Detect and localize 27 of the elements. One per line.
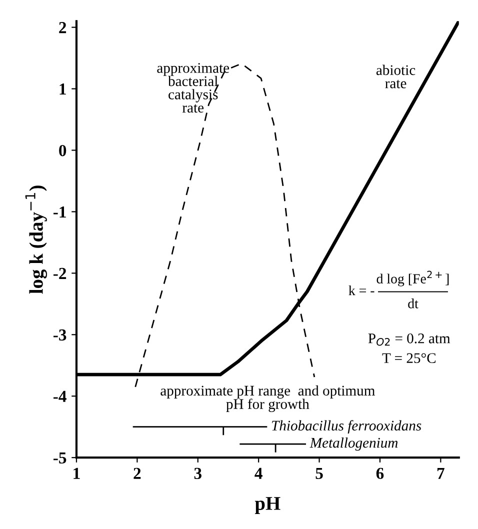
annotation: dt — [408, 298, 418, 308]
y-tick-label: -1 — [53, 206, 66, 218]
legend-label: Metallogenium — [310, 437, 398, 451]
y-tick-label: -3 — [53, 329, 66, 341]
y-tick-label: 2 — [59, 22, 66, 34]
annotation: k = - — [348, 285, 374, 296]
x-tick-label: 1 — [74, 468, 80, 479]
x-tick-label: 2 — [134, 468, 141, 479]
y-tick-label: -5 — [53, 452, 66, 464]
x-tick-label: 5 — [316, 468, 323, 480]
y-tick-label: -2 — [53, 268, 66, 279]
annotation: P$_{O2}$ = 0.2 atm — [368, 333, 450, 346]
x-tick-label: 7 — [437, 468, 444, 479]
x-tick-label: 3 — [194, 468, 202, 480]
y-tick-label: 1 — [60, 84, 66, 95]
y-tick-label: 0 — [59, 144, 66, 156]
series-label: abiotic rate — [376, 64, 416, 88]
series-label: approximate bacterial catalysis rate — [157, 63, 230, 113]
x-tick-label: 6 — [376, 468, 384, 480]
annotation: d log [Fe$^{2+}$] — [376, 270, 449, 286]
series-label: Thiobacillus ferrooxidans — [272, 420, 422, 434]
x-tick-label: 4 — [254, 468, 262, 479]
x-axis-title: pH — [254, 497, 280, 514]
annotation: T = 25°C — [382, 353, 436, 364]
y-tick-label: -4 — [53, 390, 66, 402]
annotation: approximate pH range and optimum pH for growth — [160, 385, 375, 412]
y-axis-title: log k (day$^{−1}$) — [25, 186, 48, 294]
